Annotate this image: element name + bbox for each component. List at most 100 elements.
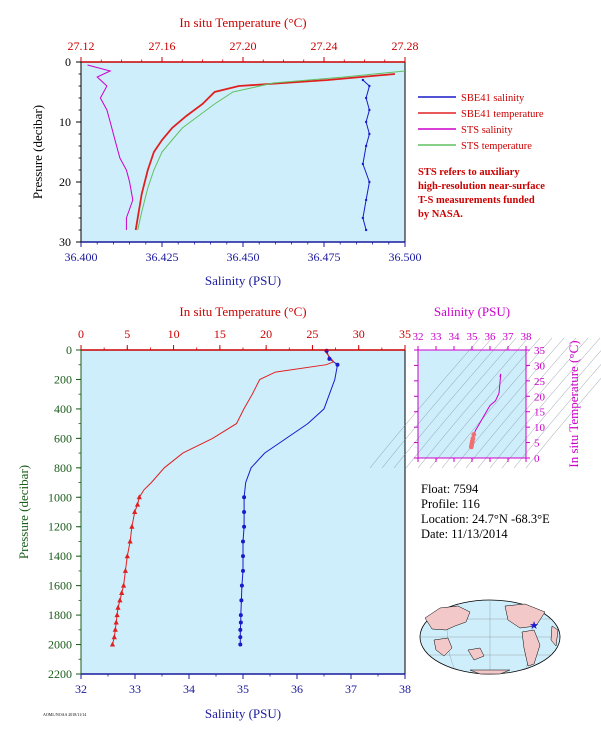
ts-temp-tick-label: 25	[534, 376, 546, 388]
ts-sal-tick-label: 36	[485, 331, 497, 343]
bottom-pressure-tick-label: 2200	[48, 667, 72, 681]
sts-note-line-2: high-resolution near-surface	[418, 181, 545, 192]
sbe41-salinity-point	[368, 84, 371, 88]
top-pressure-axis-label: Pressure (decibar)	[30, 105, 45, 199]
temperature-profile-point	[136, 494, 142, 500]
ts-density-contour	[381, 337, 493, 469]
salinity-profile-point	[238, 627, 243, 632]
top-pressure-tick-label: 30	[59, 235, 71, 249]
top-temp-tick-label: 27.28	[392, 39, 419, 53]
ts-sal-tick-label: 33	[431, 331, 443, 343]
bottom-pressure-tick-label: 400	[54, 402, 72, 416]
temperature-profile-point	[134, 501, 141, 507]
bottom-temp-tick-label: 20	[260, 327, 272, 341]
bottom-temp-tick-label: 15	[214, 327, 226, 341]
sbe41-temperature-line	[134, 73, 395, 231]
legend-label-sbe41-temperature: SBE41 temperature	[461, 109, 544, 120]
sts-temperature-line	[137, 70, 406, 231]
salinity-profile-point	[239, 583, 244, 588]
top-sal-tick-label: 36.400	[65, 250, 98, 264]
ts-density-contour	[453, 337, 565, 469]
sbe41-salinity-point	[361, 216, 365, 220]
ts-sal-tick-label: 32	[413, 331, 424, 343]
temperature-profile-point	[113, 619, 119, 625]
temperature-profile-point	[129, 523, 135, 529]
salinity-profile-point	[335, 362, 340, 367]
bottom-series-layer	[109, 348, 340, 647]
legend-label-sbe41-salinity: SBE41 salinity	[461, 93, 525, 104]
ts-sal-tick-label: 38	[521, 331, 533, 343]
top-sal-tick-label: 36.500	[389, 250, 422, 264]
bottom-ticks: 0 5 10 15 20 25 30 35 32 33 34 35 36 37 38 0 200 400 600 80…	[48, 327, 411, 696]
bottom-sal-tick-label: 36	[291, 682, 303, 696]
ts-density-contour	[441, 337, 553, 469]
temperature-profile-point	[124, 553, 130, 559]
bottom-sal-tick-label: 34	[183, 682, 195, 696]
world-map: ★	[419, 599, 561, 675]
sts-note: STS refers to auxiliary high-resolution …	[418, 167, 545, 220]
bottom-sal-tick-label: 33	[129, 682, 141, 696]
temperature-profile-point	[109, 641, 116, 647]
top-series-layer	[87, 64, 406, 232]
ts-inset: 32 33 34 35 36 37 38 0 5 10 15 20 25 30 35 Salinity (P…	[369, 304, 601, 469]
top-chart: 27.12 27.16 27.20 27.24 27.28 36.400 36.425 36.…	[30, 15, 545, 288]
sbe41-salinity-point	[361, 162, 365, 166]
ts-temp-tick-label: 15	[534, 407, 546, 419]
footer-credit: AOML/NOAA 2018/11/14	[43, 712, 86, 717]
temperature-profile-point	[127, 538, 133, 544]
temperature-profile-point	[112, 626, 118, 632]
sbe41-salinity-point	[364, 120, 368, 124]
top-sal-tick-label: 36.425	[146, 250, 179, 264]
sbe41-salinity-point	[364, 228, 368, 232]
sts-note-line-4: by NASA.	[418, 209, 463, 220]
salinity-profile-point	[242, 495, 247, 500]
legend-label-sts-salinity: STS salinity	[461, 125, 513, 136]
temperature-profile-point	[132, 509, 138, 514]
salinity-profile-point	[238, 620, 243, 625]
bottom-temp-tick-label: 10	[168, 327, 180, 341]
top-sal-axis-label: Salinity (PSU)	[205, 273, 281, 288]
bottom-pressure-tick-label: 1400	[48, 549, 72, 563]
ts-temp-tick-label: 0	[534, 453, 540, 465]
sbe41-salinity-point	[364, 198, 368, 202]
bottom-sal-axis-label: Salinity (PSU)	[205, 706, 281, 721]
temperature-profile-point	[111, 634, 117, 640]
bottom-pressure-tick-label: 1600	[48, 579, 72, 593]
bottom-temp-axis-label: In situ Temperature (°C)	[179, 304, 306, 319]
bottom-pressure-tick-label: 800	[54, 461, 72, 475]
ts-sal-tick-label: 34	[449, 331, 461, 343]
ts-density-contour	[465, 337, 577, 469]
ts-density-contour	[417, 337, 529, 469]
bottom-pressure-tick-label: 1200	[48, 520, 72, 534]
bottom-temp-tick-label: 5	[124, 327, 130, 341]
top-pressure-tick-label: 0	[65, 55, 71, 69]
ts-density-contour	[513, 364, 601, 469]
top-pressure-tick-label: 10	[59, 115, 71, 129]
bottom-sal-tick-label: 35	[237, 682, 249, 696]
bottom-chart: 0 5 10 15 20 25 30 35 32 33 34 35 36 37 38 0 200 400 600 80…	[16, 304, 411, 721]
ts-curve-point	[471, 432, 477, 437]
salinity-profile-point	[238, 642, 243, 647]
top-temp-axis-label: In situ Temperature (°C)	[179, 15, 306, 30]
sbe41-salinity-point	[368, 180, 371, 184]
salinity-profile-point	[239, 598, 244, 603]
bottom-temp-tick-label: 30	[353, 327, 365, 341]
ts-density-contour	[393, 337, 505, 469]
ts-sal-tick-label: 35	[467, 331, 479, 343]
top-sal-tick-label: 36.450	[227, 250, 260, 264]
sbe41-salinity-point	[364, 96, 368, 100]
top-sal-tick-label: 36.475	[308, 250, 341, 264]
bottom-pressure-tick-label: 200	[54, 372, 72, 386]
top-temp-tick-label: 27.12	[68, 39, 95, 53]
sbe41-salinity-point	[368, 108, 371, 112]
salinity-profile-point	[241, 554, 245, 559]
top-temp-tick-label: 27.24	[311, 39, 338, 53]
float-location-marker: ★	[529, 620, 539, 632]
ts-temp-tick-label: 5	[534, 438, 540, 450]
top-temp-tick-label: 27.16	[149, 39, 176, 53]
temperature-profile-point	[117, 597, 123, 603]
bottom-temp-tick-label: 35	[399, 327, 411, 341]
ts-curve-point	[468, 444, 474, 450]
sbe41-salinity-point	[368, 132, 371, 136]
